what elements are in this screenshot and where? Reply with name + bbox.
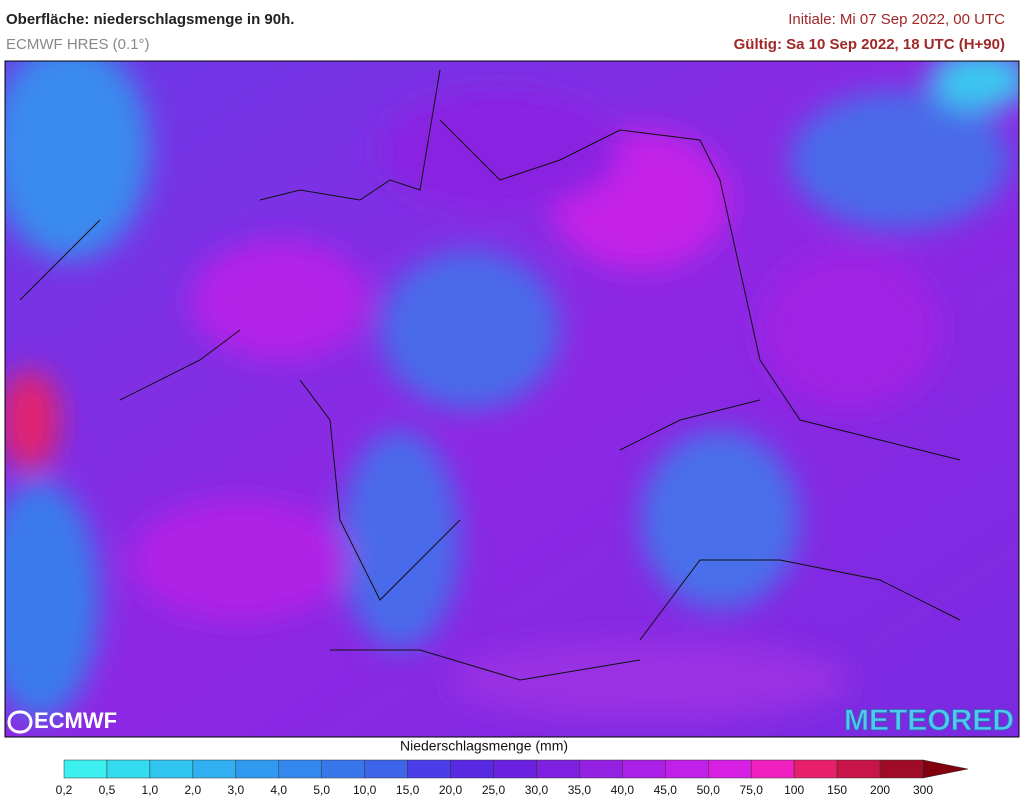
colorbar-tick-label: 75,0: [740, 783, 764, 797]
colorbar-tick-label: 30,0: [525, 783, 549, 797]
model-name: ECMWF HRES (0.1°): [6, 36, 150, 53]
initial-time: Initiale: Mi 07 Sep 2022, 00 UTC: [788, 11, 1005, 28]
map-title: Oberfläche: niederschlagsmenge in 90h.: [6, 11, 294, 28]
color-swatch: [536, 759, 580, 779]
colorbar-tick-label: 45,0: [654, 783, 678, 797]
color-swatch: [278, 759, 322, 779]
colorbar-tick-label: 35,0: [568, 783, 592, 797]
legend-title: Niederschlagsmenge (mm): [400, 738, 568, 754]
ecmwf-text: ECMWF: [34, 708, 117, 733]
valid-time: Gültig: Sa 10 Sep 2022, 18 UTC (H+90): [734, 36, 1005, 53]
precipitation-map: [5, 61, 1019, 737]
color-swatch: [235, 759, 280, 779]
colorbar-tick-label: 15,0: [396, 783, 420, 797]
color-swatch: [750, 759, 795, 779]
color-swatch: [63, 759, 108, 779]
colorbar-tick-label: 10,0: [353, 783, 377, 797]
colorbar-tick-label: 40,0: [611, 783, 635, 797]
color-swatch: [149, 759, 194, 779]
colorbar-tick-label: 300: [913, 783, 933, 797]
color-swatch: [450, 759, 494, 779]
colorbar-tick-label: 200: [870, 783, 890, 797]
meteored-logo: METEORED: [844, 704, 1014, 737]
colorbar-tick-label: 150: [827, 783, 847, 797]
colorbar-tick-label: 5,0: [313, 783, 330, 797]
colorbar-tick-label: 0,2: [56, 783, 73, 797]
ecmwf-logo: ECMWF: [7, 708, 117, 734]
colorbar-tick-label: 100: [784, 783, 804, 797]
colorbar-tick-label: 1,0: [142, 783, 159, 797]
colorbar-tick-label: 3,0: [227, 783, 244, 797]
colorbar-tick-label: 20,0: [439, 783, 463, 797]
color-swatch: [579, 759, 623, 779]
color-swatch: [665, 759, 709, 779]
color-swatch: [192, 759, 237, 779]
color-swatch: [407, 759, 451, 779]
colorbar-tick-label: 4,0: [270, 783, 287, 797]
colorbar-tick-label: 0,5: [99, 783, 116, 797]
over-arrow: [922, 759, 969, 779]
color-swatch: [708, 759, 752, 779]
color-swatch: [836, 759, 881, 779]
colorbar-tick-label: 2,0: [185, 783, 202, 797]
color-swatch: [793, 759, 838, 779]
color-swatch: [321, 759, 365, 779]
color-swatch: [879, 759, 924, 779]
color-swatch: [364, 759, 408, 779]
color-swatch: [106, 759, 151, 779]
color-swatch: [493, 759, 537, 779]
colorbar-tick-label: 25,0: [482, 783, 506, 797]
colorbar-tick-label: 50,0: [697, 783, 721, 797]
colorbar: 0,2 0,5 1,0 2,0 3,0 4,0 5,0 10,0 15,0 20,0 25,0 30,…: [56, 759, 969, 797]
color-swatch: [622, 759, 666, 779]
